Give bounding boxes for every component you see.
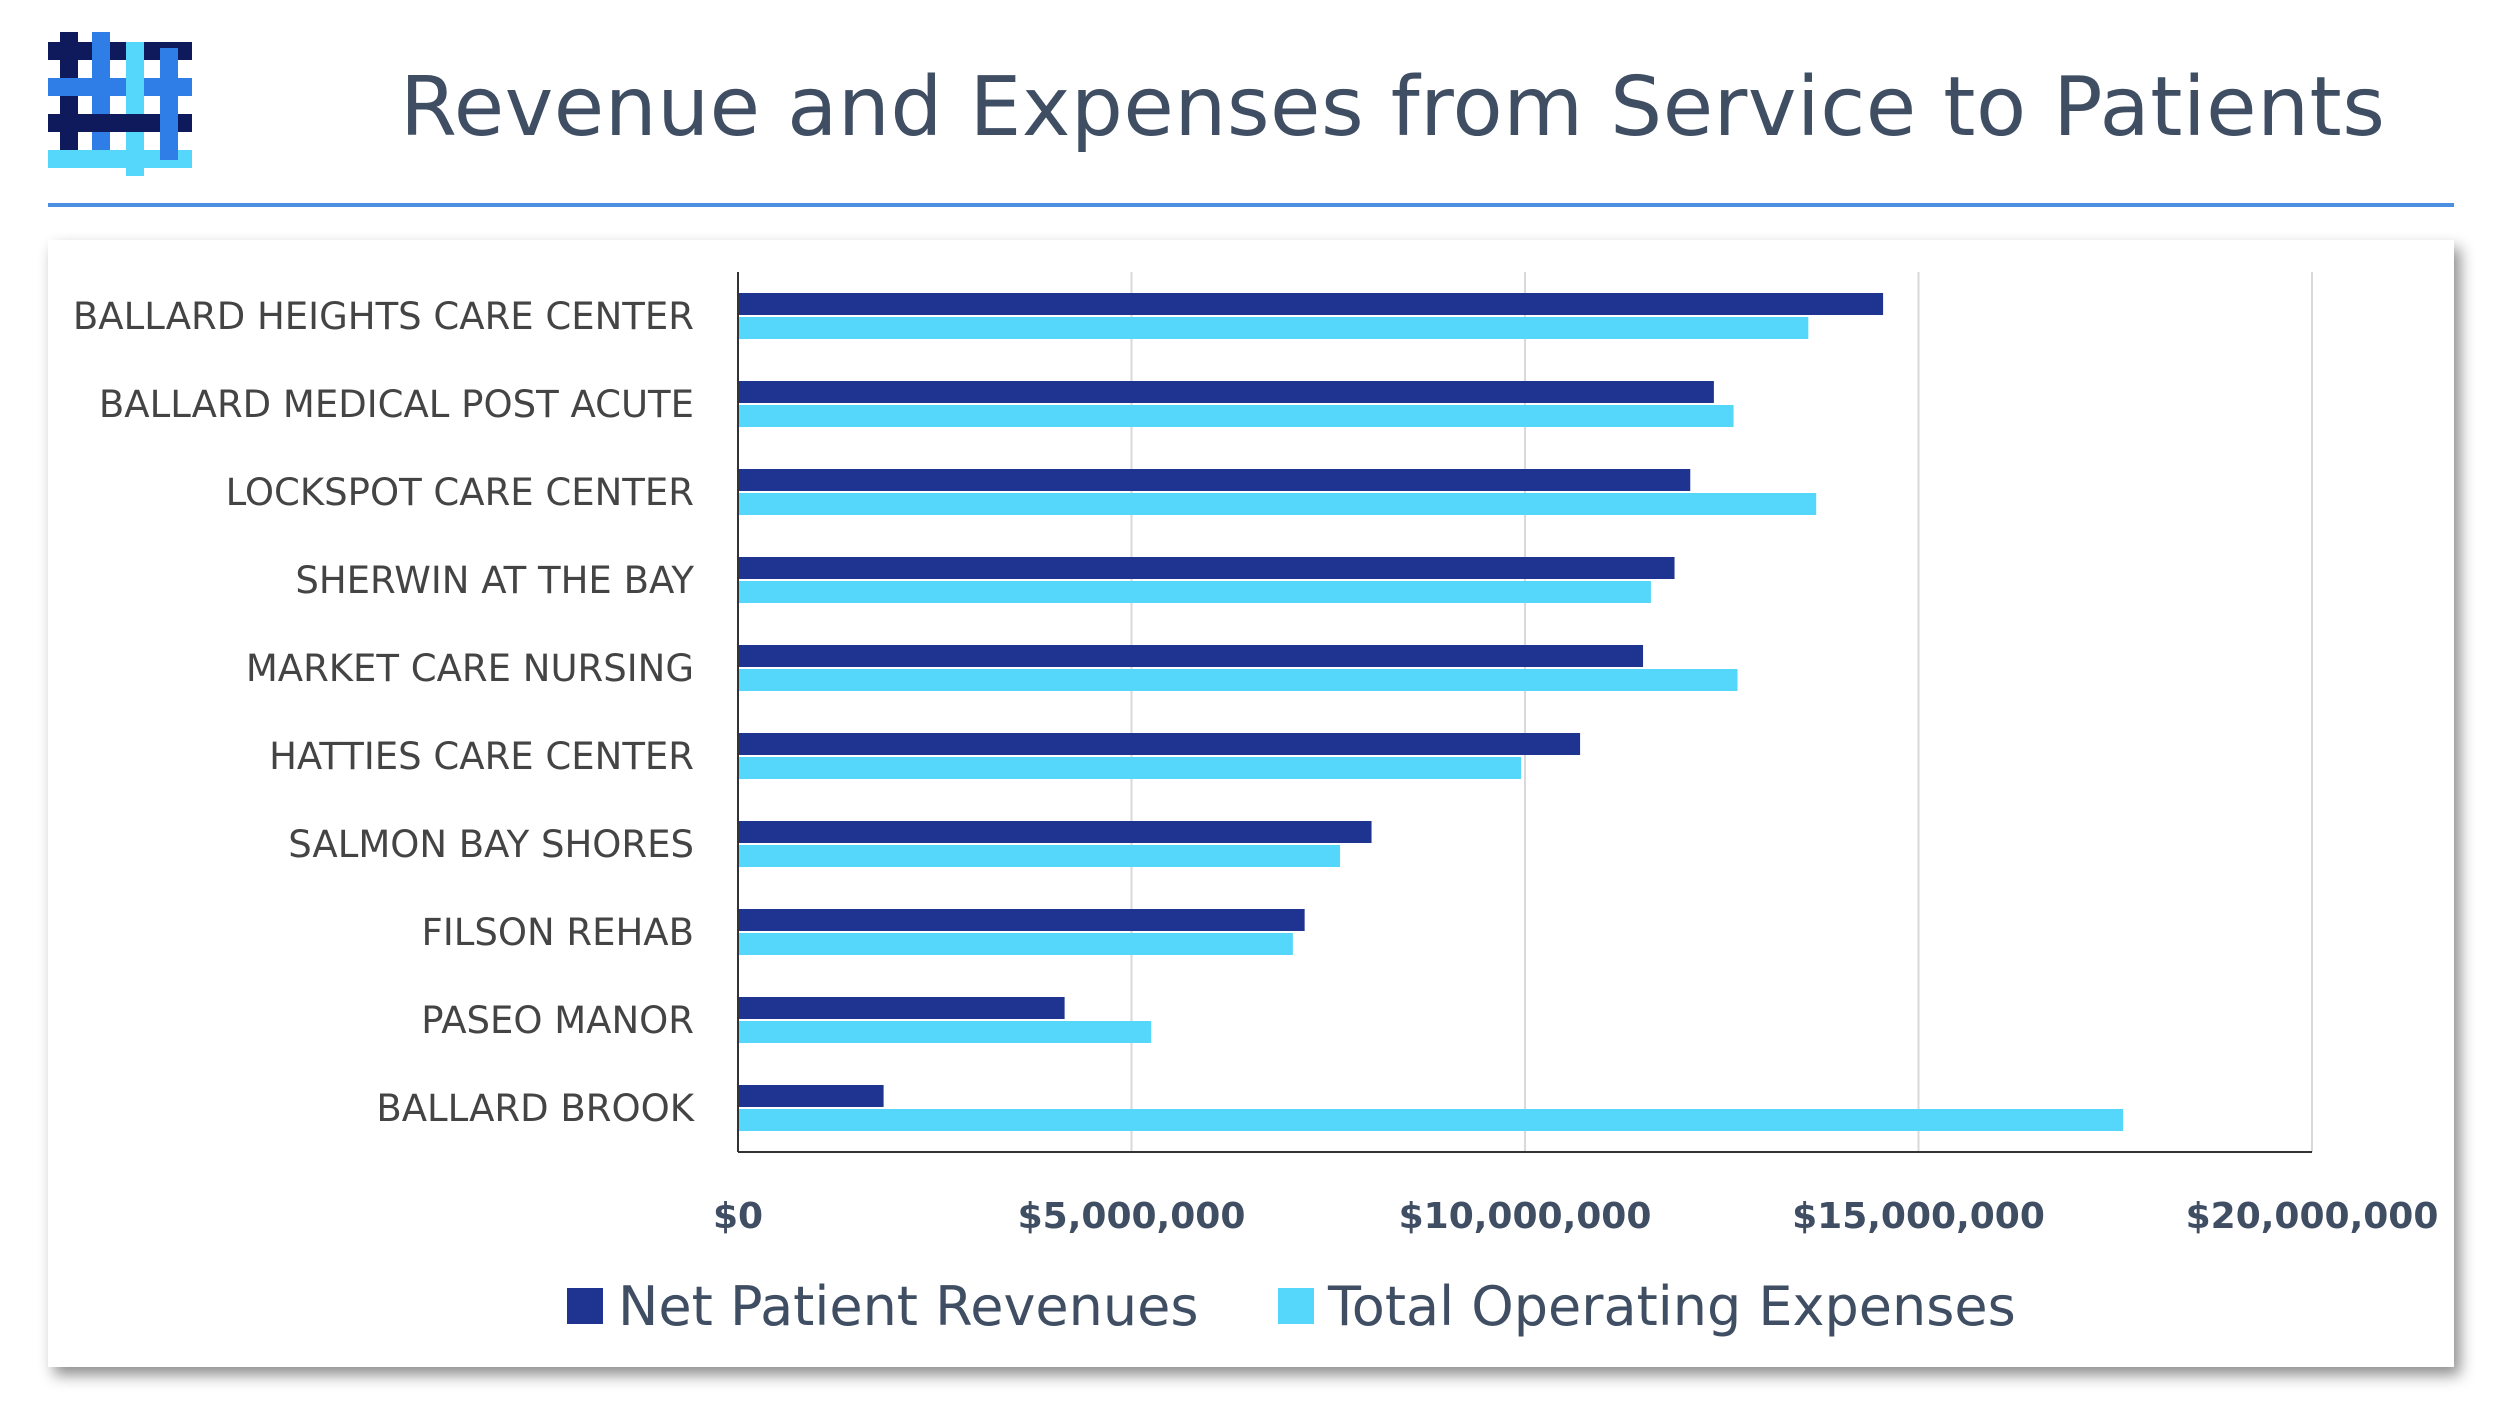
legend-swatch-revenue xyxy=(567,1288,603,1324)
category-label: SALMON BAY SHORES xyxy=(288,823,694,866)
revenue-bar xyxy=(738,909,1305,931)
expenses-bar xyxy=(738,669,1738,691)
category-label: PASEO MANOR xyxy=(421,999,694,1042)
x-tick-label: $5,000,000 xyxy=(1018,1196,1246,1237)
revenue-bar xyxy=(738,997,1065,1019)
category-label: MARKET CARE NURSING xyxy=(246,647,694,690)
expenses-bar xyxy=(738,581,1651,603)
chart-card xyxy=(48,240,2454,1367)
expenses-bar xyxy=(738,845,1341,867)
expenses-bar xyxy=(738,933,1293,955)
x-tick-label: $15,000,000 xyxy=(1792,1196,2045,1237)
expenses-bar xyxy=(738,405,1734,427)
revenue-bar xyxy=(738,381,1714,403)
revenue-bar xyxy=(738,469,1691,491)
revenue-bar xyxy=(738,557,1675,579)
expenses-bar xyxy=(738,757,1522,779)
legend-label-expenses: Total Operating Expenses xyxy=(1327,1275,2016,1338)
revenue-bar xyxy=(738,733,1581,755)
category-label: BALLARD BROOK xyxy=(376,1087,695,1130)
category-label: SHERWIN AT THE BAY xyxy=(295,559,694,602)
x-tick-label: $10,000,000 xyxy=(1399,1196,1652,1237)
hashtag-weave-logo-icon xyxy=(48,32,192,176)
expenses-bar xyxy=(738,1021,1152,1043)
expenses-bar xyxy=(738,1109,2124,1131)
expenses-bar xyxy=(738,317,1809,339)
category-label: FILSON REHAB xyxy=(422,911,694,954)
expenses-bar xyxy=(738,493,1817,515)
category-label: BALLARD HEIGHTS CARE CENTER xyxy=(73,295,694,338)
page-title: Revenue and Expenses from Service to Pat… xyxy=(400,60,2386,155)
revenue-bar xyxy=(738,293,1884,315)
title-divider xyxy=(48,203,2454,207)
category-label: BALLARD MEDICAL POST ACUTE xyxy=(99,383,694,426)
legend-swatch-expenses xyxy=(1278,1288,1314,1324)
revenue-bar xyxy=(738,1085,884,1107)
revenue-bar xyxy=(738,821,1372,843)
legend-label-revenue: Net Patient Revenues xyxy=(618,1275,1198,1338)
x-tick-label: $0 xyxy=(713,1196,763,1237)
category-label: HATTIES CARE CENTER xyxy=(269,735,694,778)
revenue-bar xyxy=(738,645,1644,667)
category-label: LOCKSPOT CARE CENTER xyxy=(226,471,694,514)
x-tick-label: $20,000,000 xyxy=(2186,1196,2439,1237)
